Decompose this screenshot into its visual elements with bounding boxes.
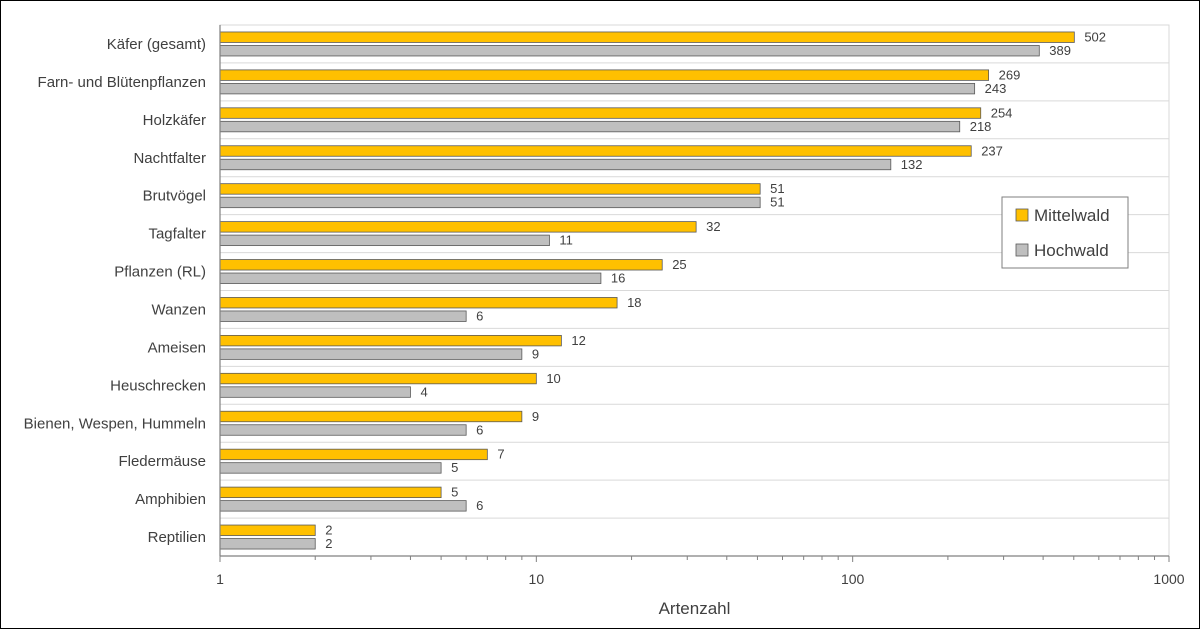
category-label: Nachtfalter: [133, 150, 206, 167]
data-label: 2: [325, 536, 332, 551]
bar-hochwald: [219, 45, 1040, 57]
data-label: 6: [476, 422, 483, 437]
data-label: 51: [770, 195, 784, 210]
data-label: 25: [672, 257, 686, 272]
data-label: 254: [991, 105, 1013, 120]
category-label: Reptilien: [148, 529, 206, 546]
data-label: 132: [901, 157, 923, 172]
data-label: 237: [981, 143, 1003, 158]
bar-hochwald: [219, 158, 892, 171]
bar-mittelwald: [219, 259, 663, 271]
legend-swatch: [1015, 208, 1029, 222]
bar-hochwald: [219, 500, 467, 512]
bar-mittelwald: [219, 410, 523, 423]
data-label: 4: [420, 384, 427, 399]
legend-swatch: [1015, 243, 1029, 257]
bar-hochwald: [219, 310, 467, 322]
x-tick-label: 1000: [1153, 571, 1184, 587]
bar-mittelwald: [219, 448, 488, 461]
category-label: Pflanzen (RL): [114, 264, 206, 281]
bar-mittelwald: [219, 31, 1075, 43]
data-label: 5: [451, 485, 458, 500]
bar-mittelwald: [219, 183, 761, 195]
bar-mittelwald: [219, 524, 316, 536]
category-label: Farn- und Blütenpflanzen: [38, 74, 206, 91]
legend-label: Mittelwald: [1034, 206, 1110, 225]
bar-hochwald: [219, 424, 467, 436]
bar-hochwald: [219, 348, 523, 360]
data-label: 32: [706, 219, 720, 234]
category-label: Heuschrecken: [110, 377, 206, 394]
data-label: 502: [1084, 29, 1106, 44]
bar-hochwald: [219, 538, 316, 550]
bar-mittelwald: [219, 221, 697, 233]
bar-mittelwald: [219, 69, 990, 81]
bar-mittelwald: [219, 372, 537, 385]
category-label: Amphibien: [135, 491, 206, 508]
data-label: 9: [532, 409, 539, 424]
bar-hochwald: [219, 386, 411, 398]
x-tick-label: 10: [529, 571, 545, 587]
category-label: Brutvögel: [143, 188, 206, 205]
data-label: 389: [1049, 43, 1071, 58]
data-label: 6: [476, 308, 483, 323]
data-label: 16: [611, 271, 625, 286]
data-label: 269: [999, 67, 1021, 82]
data-label: 2: [325, 523, 332, 538]
category-label: Käfer (gesamt): [107, 36, 206, 53]
bar-mittelwald: [219, 145, 972, 157]
category-label: Wanzen: [152, 301, 206, 318]
bar-hochwald: [219, 120, 961, 133]
category-label: Tagfalter: [148, 226, 206, 243]
data-label: 218: [970, 119, 992, 134]
x-axis-title: Artenzahl: [659, 599, 731, 618]
data-label: 10: [546, 371, 560, 386]
category-label: Bienen, Wespen, Hummeln: [24, 415, 206, 432]
bar-mittelwald: [219, 107, 982, 119]
data-label: 12: [571, 333, 585, 348]
data-label: 9: [532, 346, 539, 361]
bar-hochwald: [219, 196, 761, 209]
data-label: 51: [770, 181, 784, 196]
bar-hochwald: [219, 462, 442, 474]
category-label: Holzkäfer: [143, 112, 206, 129]
bar-hochwald: [219, 82, 976, 95]
data-label: 5: [451, 460, 458, 475]
data-label: 11: [559, 233, 573, 248]
category-label: Fledermäuse: [118, 453, 206, 470]
data-label: 243: [985, 81, 1007, 96]
category-label: Ameisen: [148, 339, 206, 356]
legend-label: Hochwald: [1034, 241, 1109, 260]
x-tick-label: 1: [216, 571, 224, 587]
bar-mittelwald: [219, 486, 442, 499]
data-label: 18: [627, 295, 641, 310]
bar-hochwald: [219, 272, 602, 284]
data-label: 6: [476, 498, 483, 513]
data-label: 7: [497, 447, 504, 462]
bar-mittelwald: [219, 297, 618, 309]
bar-mittelwald: [219, 334, 562, 347]
bar-hochwald: [219, 234, 550, 247]
x-tick-label: 100: [841, 571, 865, 587]
